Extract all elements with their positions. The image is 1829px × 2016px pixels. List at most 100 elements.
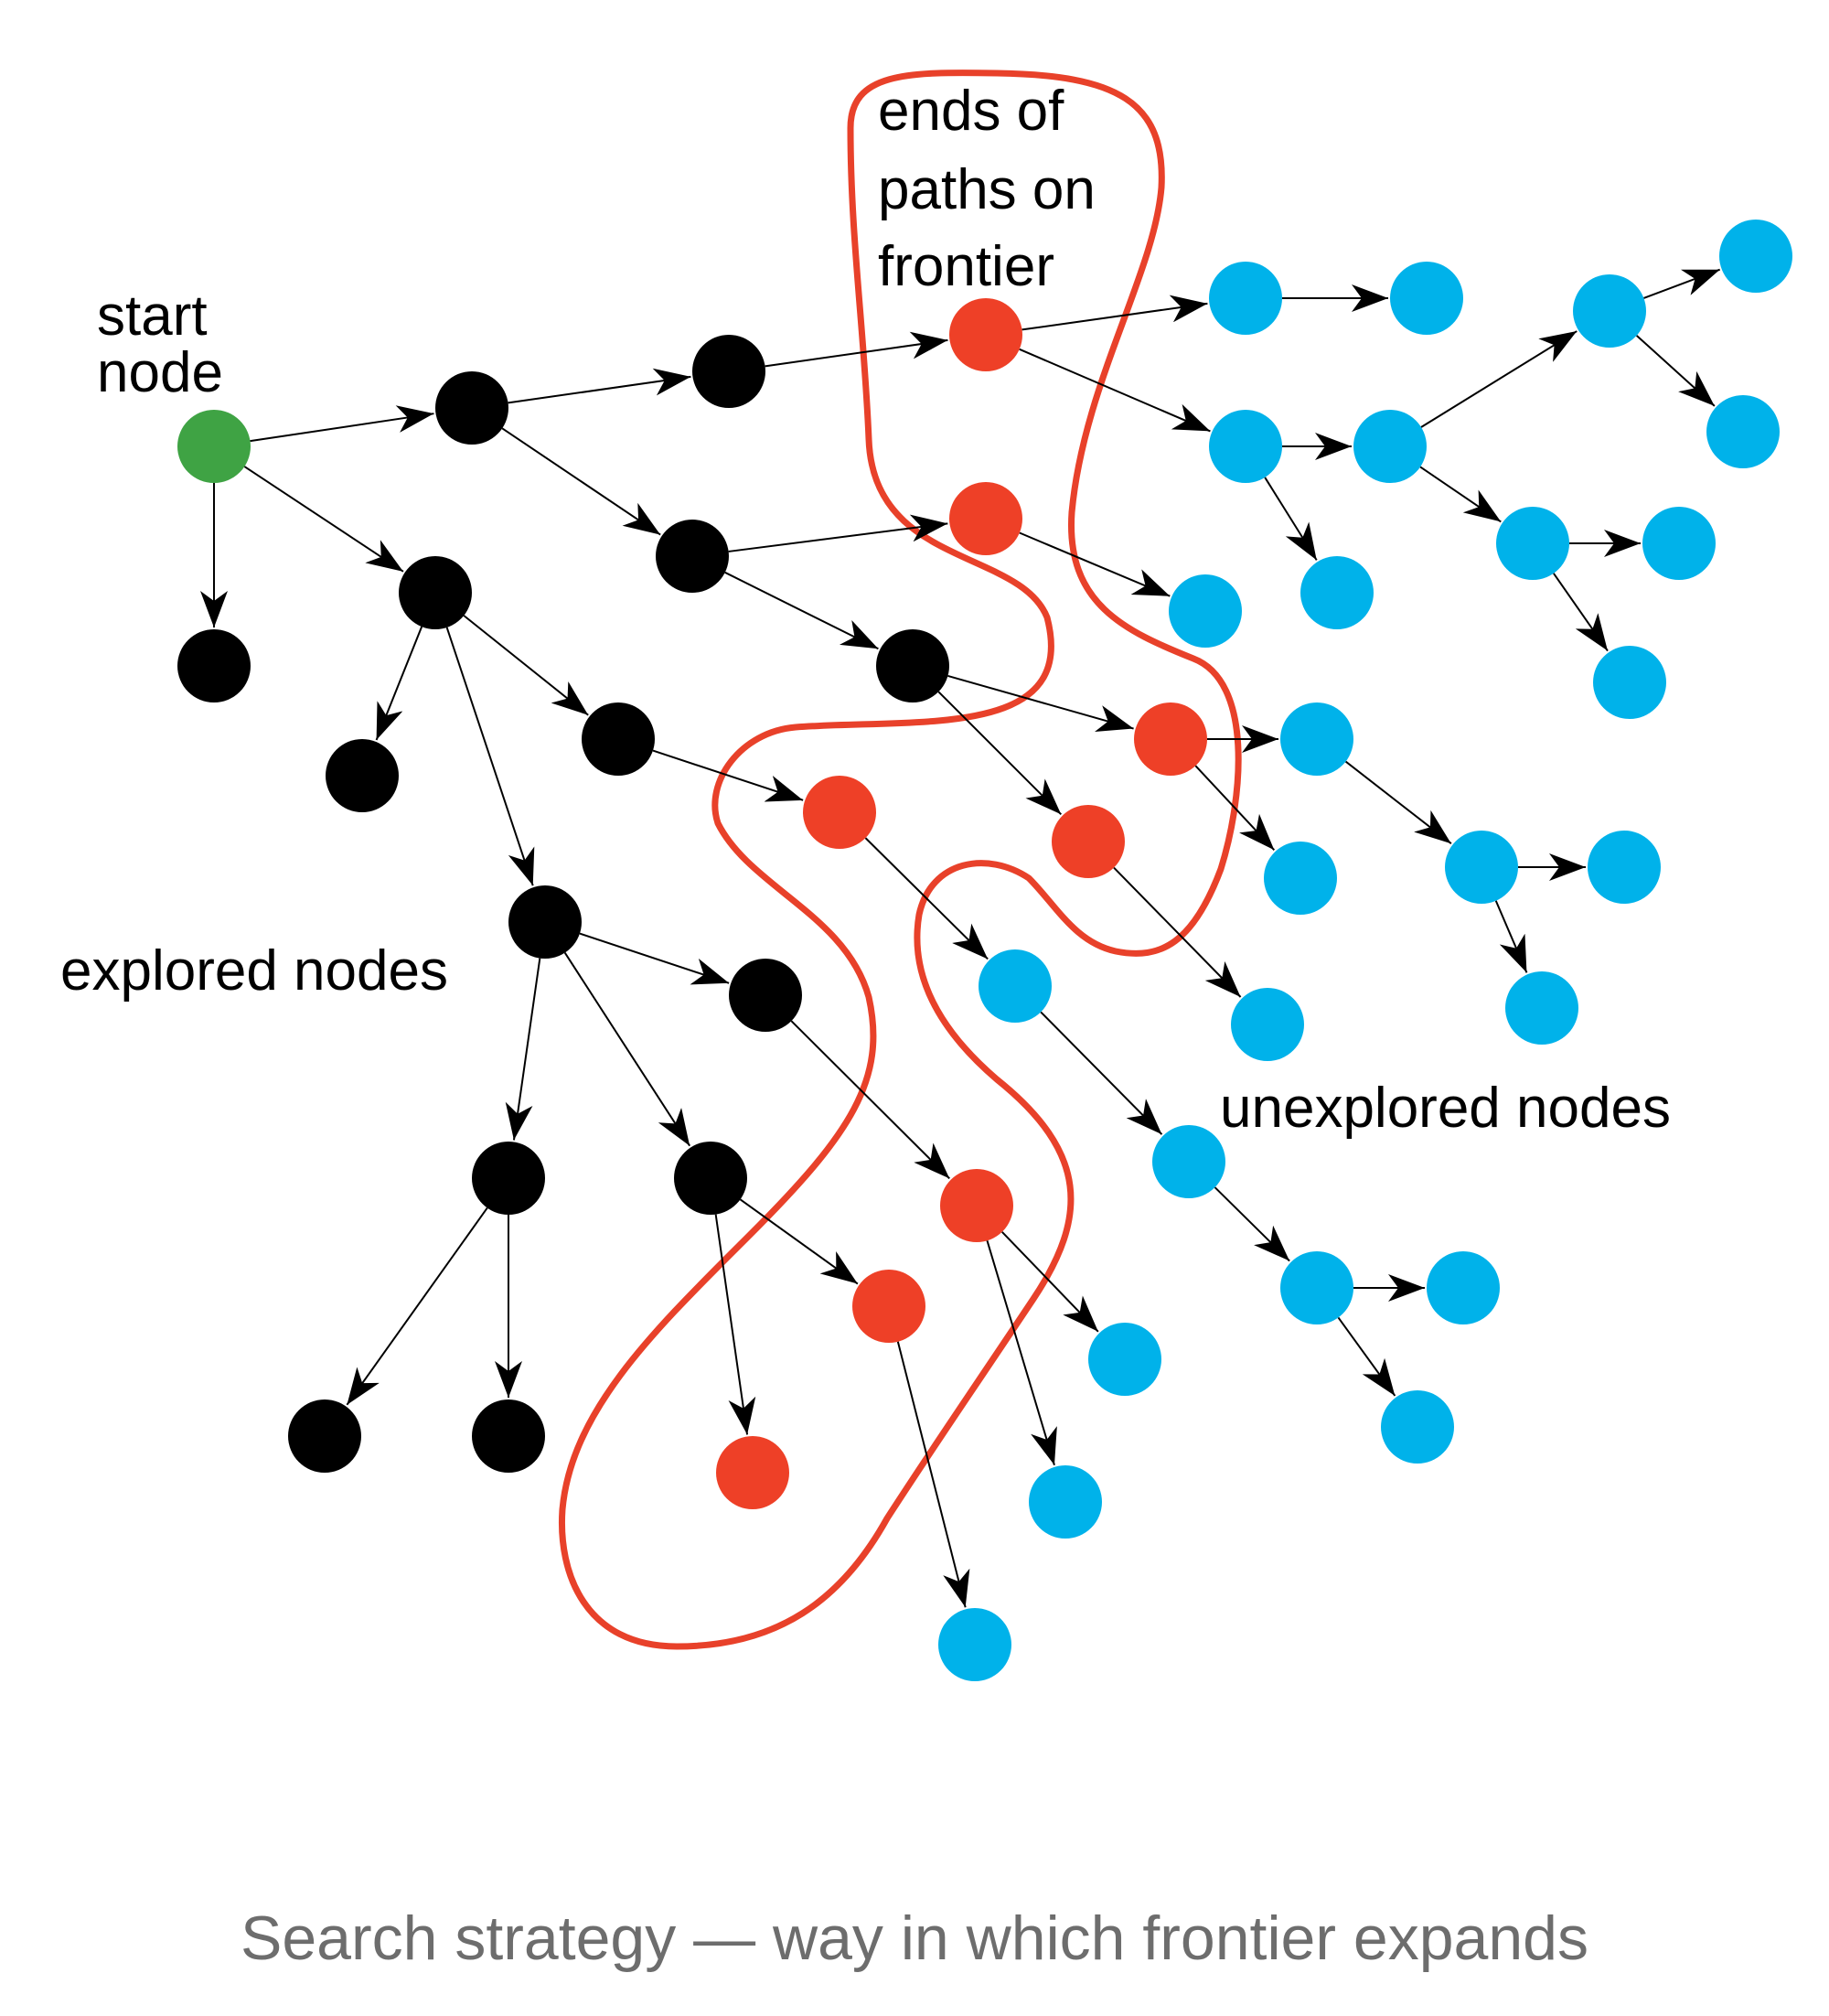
edge-B9-B10 bbox=[579, 932, 730, 985]
edge-B12-R8 bbox=[714, 1214, 756, 1435]
unexplored-node-C10 bbox=[1642, 507, 1716, 580]
frontier-node-R6 bbox=[940, 1169, 1013, 1242]
start-node-label-line-1: start bbox=[97, 284, 208, 348]
unexplored-node-C3 bbox=[1209, 410, 1282, 483]
edge-R6-C25 bbox=[986, 1240, 1057, 1466]
explored-node-B6 bbox=[876, 629, 949, 702]
explored-node-B11 bbox=[472, 1142, 545, 1215]
edge-R7-C26 bbox=[896, 1341, 970, 1608]
explored-node-B1 bbox=[435, 371, 508, 445]
frontier-node-R3 bbox=[1134, 702, 1207, 776]
edge-B9-B12 bbox=[563, 952, 691, 1147]
frontier-node-R1 bbox=[949, 298, 1022, 371]
unexplored-node-C4 bbox=[1353, 410, 1427, 483]
edge-R4-C18 bbox=[1113, 866, 1242, 998]
explored-node-B14 bbox=[472, 1399, 545, 1473]
unexplored-node-C25 bbox=[1029, 1465, 1102, 1539]
edge-C4-C9 bbox=[1419, 466, 1502, 523]
unexplored-node-C5 bbox=[1300, 556, 1374, 629]
explored-node-B8 bbox=[582, 702, 655, 776]
edge-C19-C20 bbox=[1040, 1011, 1163, 1135]
unexplored-node-C11 bbox=[1593, 646, 1666, 719]
explored-node-B5 bbox=[656, 520, 729, 593]
unexplored-node-C14 bbox=[1264, 842, 1337, 915]
explored-node-B10 bbox=[729, 959, 802, 1032]
explored-node-B9 bbox=[508, 885, 582, 959]
nodes-layer bbox=[177, 220, 1792, 1681]
edge-C20-C21 bbox=[1214, 1186, 1290, 1262]
edge-S-B3 bbox=[243, 466, 404, 573]
frontier-label-line-2: paths on bbox=[878, 158, 1096, 221]
edges-layer bbox=[200, 268, 1721, 1608]
edge-C9-C11 bbox=[1553, 573, 1609, 652]
edge-C3-C5 bbox=[1264, 477, 1318, 561]
edge-R6-C24 bbox=[1001, 1231, 1099, 1333]
frontier-node-R8 bbox=[716, 1436, 789, 1509]
edge-B5-B6 bbox=[724, 571, 879, 650]
unexplored-node-C17 bbox=[1505, 971, 1578, 1045]
explored-node-B4 bbox=[692, 335, 765, 408]
edge-C15-C17 bbox=[1494, 900, 1528, 973]
edge-B1-B5 bbox=[501, 427, 661, 536]
explored-node-B2 bbox=[177, 629, 251, 702]
frontier-label-line-1: ends of bbox=[878, 80, 1064, 143]
unexplored-node-C13 bbox=[1280, 702, 1353, 776]
unexplored-node-C1 bbox=[1209, 262, 1282, 335]
frontier-outline bbox=[558, 70, 1242, 1650]
unexplored-node-C22 bbox=[1427, 1251, 1500, 1324]
unexplored-node-C19 bbox=[979, 949, 1052, 1023]
edge-B3-B8 bbox=[463, 615, 589, 716]
edge-R3-C14 bbox=[1194, 765, 1276, 851]
edge-B3-B9 bbox=[445, 627, 535, 886]
edge-C13-C15 bbox=[1344, 760, 1452, 845]
frontier-node-R7 bbox=[852, 1270, 925, 1343]
edge-R5-C19 bbox=[864, 837, 989, 960]
unexplored-node-C18 bbox=[1231, 988, 1304, 1061]
edge-B9-B11 bbox=[505, 958, 541, 1141]
explored-node-B12 bbox=[674, 1142, 747, 1215]
unexplored-nodes-label: unexplored nodes bbox=[1220, 1077, 1671, 1140]
figure-caption: Search strategy — way in which frontier … bbox=[241, 1903, 1588, 1973]
edge-B3-B7 bbox=[375, 626, 423, 741]
unexplored-node-C6 bbox=[1573, 274, 1646, 348]
edge-B4-R1 bbox=[765, 331, 948, 368]
frontier-label-line-3: frontier bbox=[878, 235, 1054, 298]
unexplored-node-C16 bbox=[1588, 831, 1661, 904]
edge-B6-R4 bbox=[937, 691, 1063, 816]
frontier-node-R4 bbox=[1052, 805, 1125, 878]
unexplored-node-C12 bbox=[1169, 574, 1242, 648]
unexplored-node-C8 bbox=[1706, 395, 1780, 468]
edge-B8-R5 bbox=[652, 749, 804, 802]
edge-S-B1 bbox=[250, 405, 434, 443]
edge-C6-C8 bbox=[1636, 335, 1716, 407]
explored-node-B13 bbox=[288, 1399, 361, 1473]
unexplored-node-C20 bbox=[1152, 1125, 1225, 1198]
explored-node-B7 bbox=[326, 739, 399, 812]
unexplored-node-C9 bbox=[1496, 507, 1569, 580]
edge-B11-B13 bbox=[346, 1206, 488, 1406]
unexplored-node-C15 bbox=[1445, 831, 1518, 904]
frontier-node-R2 bbox=[949, 482, 1022, 555]
unexplored-node-C2 bbox=[1390, 262, 1463, 335]
edge-C6-C7 bbox=[1643, 268, 1721, 299]
explored-nodes-label: explored nodes bbox=[60, 939, 448, 1003]
unexplored-node-C7 bbox=[1719, 220, 1792, 293]
edge-C21-C23 bbox=[1337, 1316, 1396, 1397]
start-node-label-line-2: node bbox=[97, 341, 223, 404]
edge-B5-R2 bbox=[728, 514, 948, 552]
edge-B1-B4 bbox=[508, 368, 691, 404]
edge-R1-C1 bbox=[1021, 295, 1208, 331]
edge-B6-R3 bbox=[947, 674, 1134, 733]
unexplored-node-C26 bbox=[938, 1608, 1011, 1681]
unexplored-node-C24 bbox=[1088, 1323, 1161, 1396]
edge-B10-R6 bbox=[790, 1020, 950, 1180]
unexplored-node-C23 bbox=[1381, 1390, 1454, 1464]
edge-R2-C12 bbox=[1019, 531, 1171, 597]
edge-C4-C6 bbox=[1420, 330, 1578, 428]
edge-R1-C3 bbox=[1019, 348, 1211, 433]
frontier-node-R5 bbox=[803, 776, 876, 849]
edge-B12-R7 bbox=[739, 1198, 859, 1285]
explored-node-B3 bbox=[399, 556, 472, 629]
start-node-S bbox=[177, 410, 251, 483]
